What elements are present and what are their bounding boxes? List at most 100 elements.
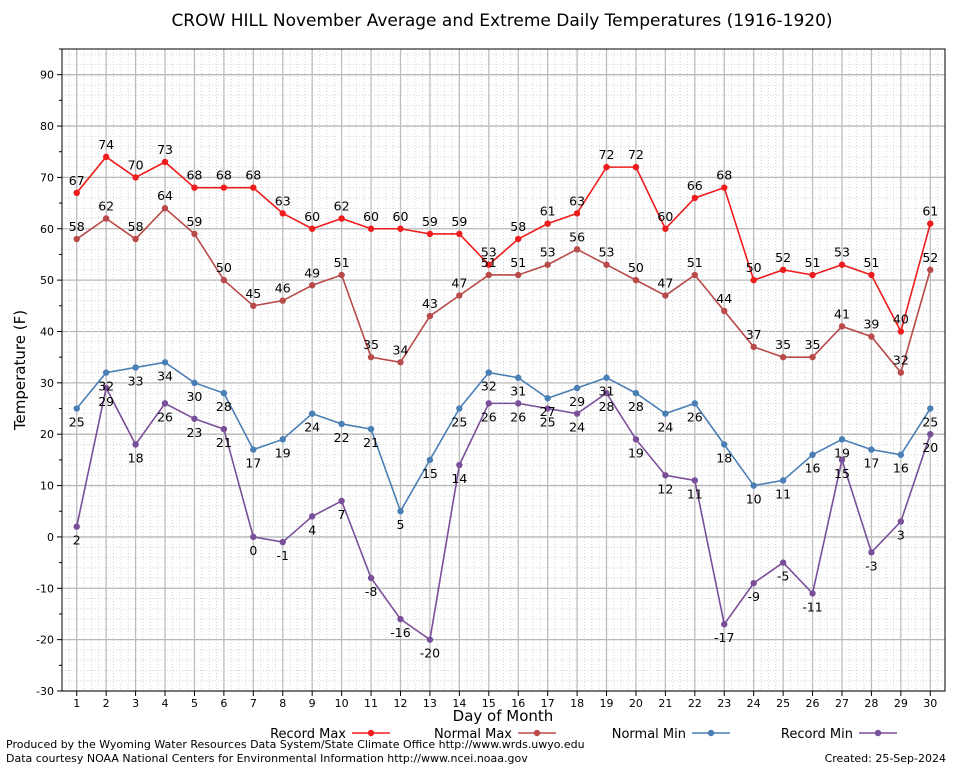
normal-max-point: [868, 333, 875, 340]
record-min-data-label: 15: [834, 466, 850, 481]
normal-max-data-label: 51: [334, 255, 350, 270]
normal-max-data-label: 34: [393, 342, 409, 357]
record-min-point: [838, 456, 846, 464]
record-max-data-label: 61: [540, 204, 556, 219]
record-max-data-label: 61: [922, 204, 938, 219]
record-max-data-label: 63: [569, 193, 585, 208]
normal-min-point: [632, 389, 640, 397]
x-tick-label: 3: [132, 697, 139, 710]
normal-min-data-label: 28: [216, 399, 232, 414]
record-min-data-label: 7: [338, 507, 346, 522]
record-max-data-label: 53: [834, 245, 850, 260]
record-min-data-label: 3: [897, 528, 905, 543]
normal-min-point: [897, 451, 905, 458]
record-max-data-label: 68: [245, 168, 261, 183]
record-min-data-label: -3: [865, 558, 877, 573]
normal-min-point: [73, 405, 80, 412]
normal-max-point: [721, 307, 728, 315]
normal-min-point: [750, 482, 757, 489]
record-min-legend-marker: [874, 729, 882, 737]
record-min-point: [220, 425, 228, 433]
record-min-point: [161, 400, 169, 407]
record-min-point: [426, 636, 434, 643]
record-max-point: [367, 225, 375, 232]
record-max-point: [397, 225, 404, 232]
normal-min-point: [691, 400, 699, 407]
record-min-point: [779, 559, 787, 566]
record-max-point: [456, 230, 463, 238]
normal-min-data-label: 16: [893, 461, 909, 476]
normal-min-data-label: 24: [304, 420, 320, 435]
record-min-point: [73, 523, 80, 530]
record-min-data-label: 21: [216, 435, 232, 450]
record-min-point: [750, 579, 757, 587]
normal-min-data-label: 32: [98, 379, 114, 394]
record-min-data-label: 4: [308, 522, 316, 537]
x-tick-label: 5: [191, 697, 198, 710]
normal-max-point: [838, 323, 846, 330]
y-tick-label: 50: [40, 274, 54, 287]
normal-min-data-label: 15: [422, 466, 438, 481]
normal-max-data-label: 51: [510, 255, 526, 270]
legend: Record Max Normal Max Normal Min Record Min: [270, 727, 897, 742]
record-max-data-label: 50: [746, 260, 762, 275]
record-min-point: [102, 384, 110, 392]
normal-max-line: [76, 207, 932, 375]
normal-min-point: [809, 451, 816, 458]
record-max-point: [544, 220, 551, 227]
record-min-data-label: 12: [657, 481, 673, 496]
record-min-data-label: 24: [569, 420, 585, 435]
record-min-point: [250, 533, 257, 541]
y-tick-label: 0: [47, 531, 54, 544]
record-max-point: [897, 328, 905, 335]
normal-min-point: [603, 374, 610, 381]
record-min-point: [456, 461, 463, 469]
record-max-point: [250, 184, 257, 191]
x-tick-label: 29: [894, 697, 908, 710]
record-max-data-label: 51: [805, 255, 821, 270]
record-max-point: [426, 230, 434, 238]
record-min-data-label: 2: [73, 533, 81, 548]
record-min-point: [691, 477, 699, 484]
record-max-data-label: 58: [510, 219, 526, 234]
y-tick-label: 60: [40, 223, 54, 236]
normal-max-point: [191, 230, 198, 238]
normal-max-legend-label: Normal Max: [434, 727, 512, 742]
x-tick-label: 19: [600, 697, 614, 710]
normal-max-data-label: 35: [363, 337, 379, 352]
record-min-data-label: 18: [128, 450, 144, 465]
normal-max-legend-marker: [533, 729, 541, 737]
record-min-point: [397, 615, 404, 623]
record-min-point: [603, 389, 610, 397]
record-max-data-label: 72: [599, 147, 615, 162]
record-min-data-label: 28: [599, 399, 615, 414]
normal-min-data-label: 30: [186, 389, 202, 404]
record-max-point: [868, 271, 875, 279]
normal-max-point: [573, 246, 581, 253]
record-max-point: [338, 215, 345, 222]
record-min-data-label: 26: [481, 409, 497, 424]
record-max-point: [809, 271, 816, 279]
record-max-point: [132, 174, 139, 181]
x-tick-label: 14: [452, 697, 466, 710]
normal-max-point: [73, 235, 80, 243]
normal-min-data-label: 10: [746, 492, 762, 507]
record-max-point: [73, 189, 80, 197]
normal-max-data-label: 50: [216, 260, 232, 275]
y-tick-label: 20: [40, 428, 54, 441]
normal-max-point: [250, 302, 257, 309]
record-max-data-label: 73: [157, 142, 173, 157]
x-tick-label: 12: [393, 697, 407, 710]
normal-min-data-label: 34: [157, 368, 173, 383]
normal-max-data-label: 45: [245, 286, 261, 301]
normal-min-data-label: 21: [363, 435, 379, 450]
record-max-data-label: 40: [893, 311, 909, 326]
record-max-data-label: 74: [98, 137, 114, 152]
normal-max-point: [809, 353, 816, 361]
normal-min-data-label: 22: [334, 430, 350, 445]
x-tick-label: 25: [776, 697, 790, 710]
normal-min-data-label: 31: [510, 384, 526, 399]
normal-min-data-label: 17: [245, 456, 261, 471]
normal-min-point: [338, 420, 345, 428]
